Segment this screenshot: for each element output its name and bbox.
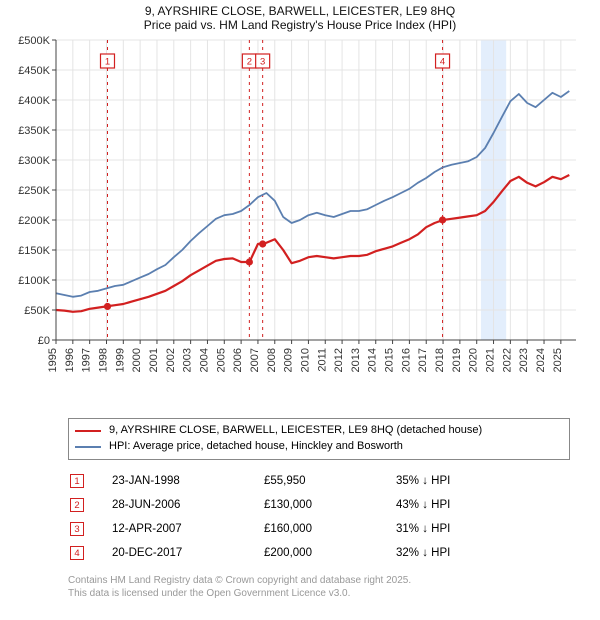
sale-price: £130,000 <box>264 494 394 516</box>
svg-text:2013: 2013 <box>350 348 362 372</box>
sale-date: 12-APR-2007 <box>112 518 262 540</box>
svg-text:2000: 2000 <box>131 348 143 372</box>
svg-text:£300K: £300K <box>18 155 50 167</box>
svg-text:1998: 1998 <box>97 348 109 372</box>
chart-title-block: 9, AYRSHIRE CLOSE, BARWELL, LEICESTER, L… <box>0 0 600 34</box>
svg-text:£250K: £250K <box>18 185 50 197</box>
sale-price: £55,950 <box>264 470 394 492</box>
sale-price: £160,000 <box>264 518 394 540</box>
sale-marker-box: 3 <box>70 522 84 536</box>
svg-text:£200K: £200K <box>18 215 50 227</box>
sale-date: 28-JUN-2006 <box>112 494 262 516</box>
sale-marker-box: 4 <box>70 546 84 560</box>
legend-label-property: 9, AYRSHIRE CLOSE, BARWELL, LEICESTER, L… <box>109 423 482 439</box>
svg-text:1: 1 <box>105 57 110 68</box>
legend-row-hpi: HPI: Average price, detached house, Hinc… <box>75 439 563 455</box>
svg-text:£0: £0 <box>38 335 50 347</box>
svg-text:2018: 2018 <box>434 348 446 372</box>
svg-text:£500K: £500K <box>18 35 50 47</box>
sale-date: 23-JAN-1998 <box>112 470 262 492</box>
svg-text:2003: 2003 <box>182 348 194 372</box>
svg-text:2022: 2022 <box>501 348 513 372</box>
svg-text:1995: 1995 <box>47 348 59 372</box>
sale-row: 3 12-APR-2007£160,00031% ↓ HPI <box>70 518 516 540</box>
title-line-2: Price paid vs. HM Land Registry's House … <box>0 18 600 32</box>
svg-text:2024: 2024 <box>535 348 547 372</box>
svg-text:2017: 2017 <box>417 348 429 372</box>
svg-text:£350K: £350K <box>18 125 50 137</box>
sale-delta-vs-hpi: 43% ↓ HPI <box>396 494 516 516</box>
sale-marker-box: 1 <box>70 474 84 488</box>
svg-text:2016: 2016 <box>400 348 412 372</box>
svg-text:2005: 2005 <box>215 348 227 372</box>
svg-text:£100K: £100K <box>18 275 50 287</box>
svg-text:2010: 2010 <box>299 348 311 372</box>
svg-text:4: 4 <box>440 57 445 68</box>
title-line-1: 9, AYRSHIRE CLOSE, BARWELL, LEICESTER, L… <box>0 4 600 18</box>
svg-text:2025: 2025 <box>552 348 564 372</box>
sale-delta-vs-hpi: 31% ↓ HPI <box>396 518 516 540</box>
svg-text:2011: 2011 <box>316 348 328 372</box>
svg-text:1999: 1999 <box>114 348 126 372</box>
svg-text:3: 3 <box>260 57 265 68</box>
copyright-line-2: This data is licensed under the Open Gov… <box>68 587 600 601</box>
legend-swatch-hpi <box>75 446 101 448</box>
sale-row: 2 28-JUN-2006£130,00043% ↓ HPI <box>70 494 516 516</box>
sale-row: 1 23-JAN-1998£55,95035% ↓ HPI <box>70 470 516 492</box>
svg-text:2014: 2014 <box>367 348 379 372</box>
svg-text:2015: 2015 <box>384 348 396 372</box>
svg-text:2019: 2019 <box>451 348 463 372</box>
svg-text:2020: 2020 <box>468 348 480 372</box>
svg-text:1997: 1997 <box>81 348 93 372</box>
svg-text:2012: 2012 <box>333 348 345 372</box>
svg-text:2007: 2007 <box>249 348 261 372</box>
svg-text:2021: 2021 <box>485 348 497 372</box>
copyright-notice: Contains HM Land Registry data © Crown c… <box>68 574 600 601</box>
legend-swatch-property <box>75 430 101 432</box>
svg-text:2: 2 <box>247 57 252 68</box>
legend: 9, AYRSHIRE CLOSE, BARWELL, LEICESTER, L… <box>68 418 570 460</box>
svg-text:2004: 2004 <box>198 348 210 372</box>
sale-date: 20-DEC-2017 <box>112 542 262 564</box>
copyright-line-1: Contains HM Land Registry data © Crown c… <box>68 574 600 588</box>
legend-row-property: 9, AYRSHIRE CLOSE, BARWELL, LEICESTER, L… <box>75 423 563 439</box>
svg-text:£450K: £450K <box>18 65 50 77</box>
svg-text:1996: 1996 <box>64 348 76 372</box>
svg-text:2001: 2001 <box>148 348 160 372</box>
svg-text:2002: 2002 <box>165 348 177 372</box>
legend-label-hpi: HPI: Average price, detached house, Hinc… <box>109 439 403 455</box>
svg-text:2009: 2009 <box>283 348 295 372</box>
svg-text:2008: 2008 <box>266 348 278 372</box>
svg-text:£150K: £150K <box>18 245 50 257</box>
sale-price: £200,000 <box>264 542 394 564</box>
svg-text:2006: 2006 <box>232 348 244 372</box>
chart-container: £0 £50K £100K £150K £200K £250K £300K £350K £400… <box>0 34 600 390</box>
sales-table: 1 23-JAN-1998£55,95035% ↓ HPI 2 28-JUN-2006… <box>68 468 518 566</box>
svg-text:2023: 2023 <box>518 348 530 372</box>
svg-text:£50K: £50K <box>24 305 50 317</box>
sale-delta-vs-hpi: 32% ↓ HPI <box>396 542 516 564</box>
svg-text:£400K: £400K <box>18 95 50 107</box>
price-chart: £0 £50K £100K £150K £200K £250K £300K £350K £400… <box>0 34 600 390</box>
sale-marker-box: 2 <box>70 498 84 512</box>
sale-delta-vs-hpi: 35% ↓ HPI <box>396 470 516 492</box>
sale-row: 4 20-DEC-2017£200,00032% ↓ HPI <box>70 542 516 564</box>
